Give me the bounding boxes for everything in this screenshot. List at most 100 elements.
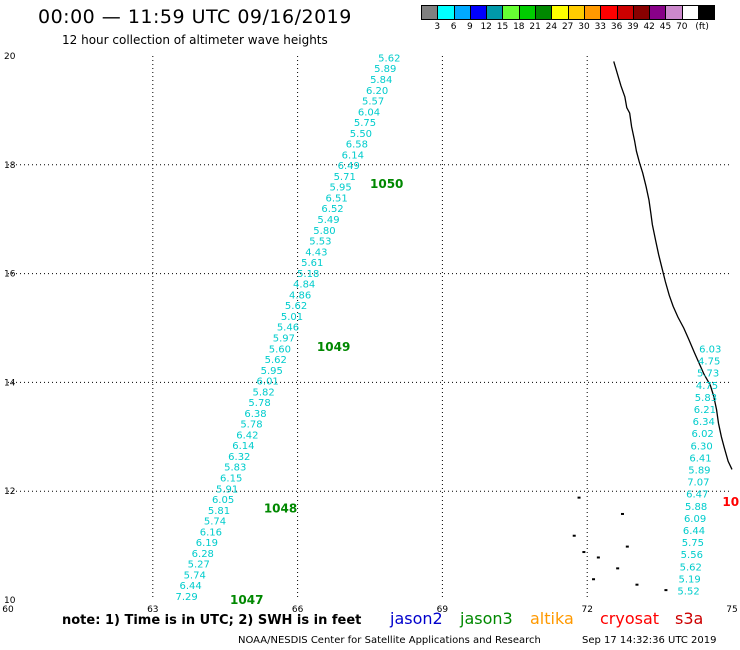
swh-value-label: 6.05 — [212, 495, 234, 506]
swh-value-label: 6.47 — [686, 490, 708, 501]
island-mark — [596, 556, 600, 559]
swh-value-label: 5.78 — [240, 420, 262, 431]
island-mark — [572, 534, 576, 537]
island-mark — [620, 512, 624, 515]
satellite-altika-label: altika — [530, 609, 574, 628]
swh-value-label: 5.83 — [695, 393, 717, 404]
island-mark — [592, 578, 596, 581]
legend-label: 27 — [561, 22, 574, 32]
swh-value-label: 5.74 — [204, 517, 226, 528]
swh-value-label: 5.18 — [297, 269, 319, 280]
y-tick-label: 16 — [4, 270, 16, 280]
swh-value-label: 6.20 — [366, 86, 388, 97]
x-tick-label: 66 — [292, 605, 304, 615]
x-tick-label: 63 — [147, 605, 158, 615]
swh-value-label: 5.75 — [354, 118, 376, 129]
swh-value-label: 5.62 — [265, 355, 287, 366]
legend-label: 24 — [545, 22, 558, 32]
credit-line: NOAA/NESDIS Center for Satellite Applica… — [238, 635, 541, 646]
swh-value-label: 4.86 — [289, 290, 311, 301]
swh-value-label: 5.89 — [688, 466, 710, 477]
legend-label: 42 — [643, 22, 655, 32]
x-tick-label: 72 — [581, 605, 592, 615]
swh-value-label: 7.29 — [175, 592, 197, 603]
swh-value-label: 5.95 — [330, 183, 352, 194]
pass-time-label: 1049 — [317, 340, 350, 354]
swh-value-label: 6.34 — [693, 417, 715, 428]
swh-value-label: 5.53 — [309, 237, 331, 248]
footer-note: note: 1) Time is in UTC; 2) SWH is in fe… — [62, 613, 362, 628]
satellite-cryosat-label: cryosat — [600, 609, 660, 628]
legend-label: 30 — [578, 22, 590, 32]
swh-value-label: 6.02 — [692, 429, 714, 440]
y-tick-label: 12 — [4, 487, 15, 497]
swh-value-label: 5.60 — [269, 344, 291, 355]
swh-value-label: 6.42 — [236, 430, 258, 441]
swh-value-label: 5.61 — [301, 258, 323, 269]
swh-value-label: 4.75 — [696, 381, 718, 392]
swh-value-label: 5.46 — [277, 323, 299, 334]
swh-value-label: 6.14 — [342, 150, 364, 161]
swh-value-label: 5.78 — [248, 398, 270, 409]
swh-value-label: 6.03 — [699, 344, 721, 355]
swh-value-label: 6.38 — [244, 409, 266, 420]
map-subtitle: 12 hour collection of altimeter wave hei… — [62, 33, 328, 47]
swh-value-label: 5.56 — [681, 550, 703, 561]
y-tick-label: 18 — [4, 161, 16, 171]
swh-value-label: 5.97 — [273, 333, 295, 344]
swh-value-label: 5.01 — [281, 312, 303, 323]
legend-label: 15 — [496, 22, 509, 32]
swh-value-label: 5.27 — [188, 560, 210, 571]
island-mark — [635, 583, 639, 586]
swh-value-label: 4.75 — [698, 357, 720, 368]
legend-label: 70 — [676, 22, 688, 32]
swh-value-label: 5.74 — [184, 570, 206, 581]
satellite-jason3-label: jason3 — [460, 609, 513, 628]
legend-label: 6 — [450, 22, 457, 32]
swh-value-label: 6.49 — [338, 161, 360, 172]
island-mark — [664, 589, 668, 592]
legend-label: 33 — [594, 22, 607, 32]
swh-value-label: 5.83 — [224, 463, 246, 474]
swh-value-label: 6.51 — [325, 193, 347, 204]
swh-value-label: 5.84 — [370, 75, 392, 86]
island-mark — [616, 567, 620, 570]
coastline — [613, 61, 733, 470]
swh-value-label: 5.62 — [680, 562, 702, 573]
legend-label: 45 — [659, 22, 672, 32]
wave-height-color-legend — [421, 5, 716, 20]
swh-value-label: 5.80 — [313, 226, 335, 237]
swh-value-label: 5.49 — [317, 215, 339, 226]
legend-label: 39 — [627, 22, 639, 32]
swh-value-label: 7.07 — [687, 478, 709, 489]
legend-label: 18 — [513, 22, 525, 32]
swh-value-label: 6.32 — [228, 452, 250, 463]
swh-value-label: 5.57 — [362, 97, 384, 108]
swh-value-label: 5.91 — [216, 484, 238, 495]
legend-label: 9 — [467, 22, 473, 32]
swh-value-label: 6.44 — [683, 526, 705, 537]
island-mark — [577, 496, 581, 499]
swh-value-label: 6.14 — [232, 441, 254, 452]
x-tick-label: 60 — [2, 605, 14, 615]
swh-value-label: 5.52 — [677, 587, 699, 598]
swh-value-label: 6.04 — [358, 107, 380, 118]
swh-value-label: 5.88 — [685, 502, 707, 513]
y-tick-label: 10 — [4, 596, 16, 606]
legend-label: 21 — [529, 22, 541, 32]
pass-time-label: 10 — [722, 495, 739, 509]
swh-value-label: 6.01 — [257, 377, 279, 388]
swh-value-label: 5.71 — [334, 172, 356, 183]
island-mark — [582, 551, 586, 554]
swh-value-label: 5.82 — [252, 387, 274, 398]
swh-value-label: 6.44 — [180, 581, 202, 592]
swh-value-label: 4.43 — [305, 247, 327, 258]
swh-value-label: 6.58 — [346, 140, 368, 151]
swh-value-label: 5.81 — [208, 506, 230, 517]
island-mark — [625, 545, 629, 548]
swh-value-label: 6.19 — [196, 538, 218, 549]
legend-label: 12 — [480, 22, 492, 32]
swh-value-label: 6.52 — [321, 204, 343, 215]
legend-label: (ft) — [695, 22, 709, 32]
